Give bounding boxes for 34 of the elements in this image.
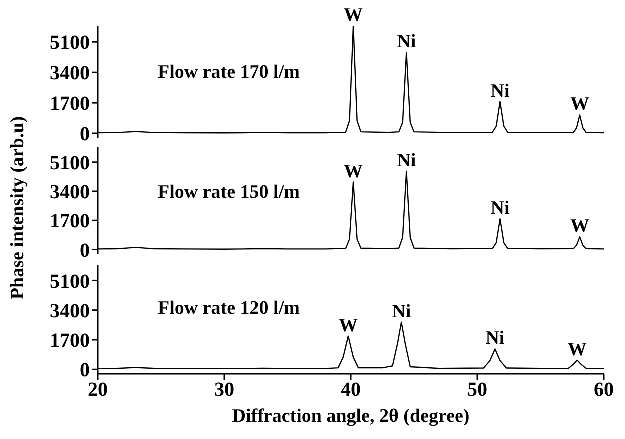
annotation: W (568, 339, 587, 360)
y-tick-label: 3400 (50, 62, 90, 85)
y-tick-label: 1700 (50, 210, 90, 233)
text: Flow rate 150 l/m (158, 182, 300, 204)
text: Flow rate 120 l/m (158, 298, 300, 320)
y-tick-label: 5100 (50, 152, 90, 175)
annotation: W (344, 5, 364, 26)
y-tick-label: 0 (80, 240, 90, 262)
annotation: W (338, 315, 358, 336)
x-axis-title: Diffraction angle, 2θ (degree) (232, 406, 470, 427)
annotation: Ni (397, 32, 416, 53)
annotation: W (570, 216, 590, 238)
annotation: Ni (397, 150, 416, 172)
x-tick-label: 60 (594, 379, 614, 402)
y-tick-label: 5100 (50, 270, 90, 293)
y-tick-label: 3400 (50, 300, 90, 322)
x-tick-label: 30 (214, 379, 234, 402)
annotation: Ni (392, 301, 412, 322)
y-tick-label: 0 (80, 124, 90, 146)
annotation: Ni (490, 198, 510, 220)
annotation: W (570, 94, 590, 116)
y-tick-label: 1700 (50, 330, 90, 352)
annotation: W (344, 161, 364, 182)
y-tick-label: 3400 (50, 182, 90, 204)
y-tick-label: 1700 (50, 93, 90, 116)
x-tick-label: 50 (468, 379, 488, 402)
text: Flow rate 170 l/m (158, 62, 300, 84)
annotation: Ni (486, 328, 505, 350)
y-tick-label: 5100 (50, 32, 90, 54)
x-tick-label: 20 (88, 379, 108, 402)
x-tick-label: 40 (341, 379, 361, 402)
annotation: Ni (490, 80, 510, 102)
y-axis-title: Phase intensity (arb.u) (8, 116, 30, 300)
y-tick-label: 0 (80, 360, 90, 382)
